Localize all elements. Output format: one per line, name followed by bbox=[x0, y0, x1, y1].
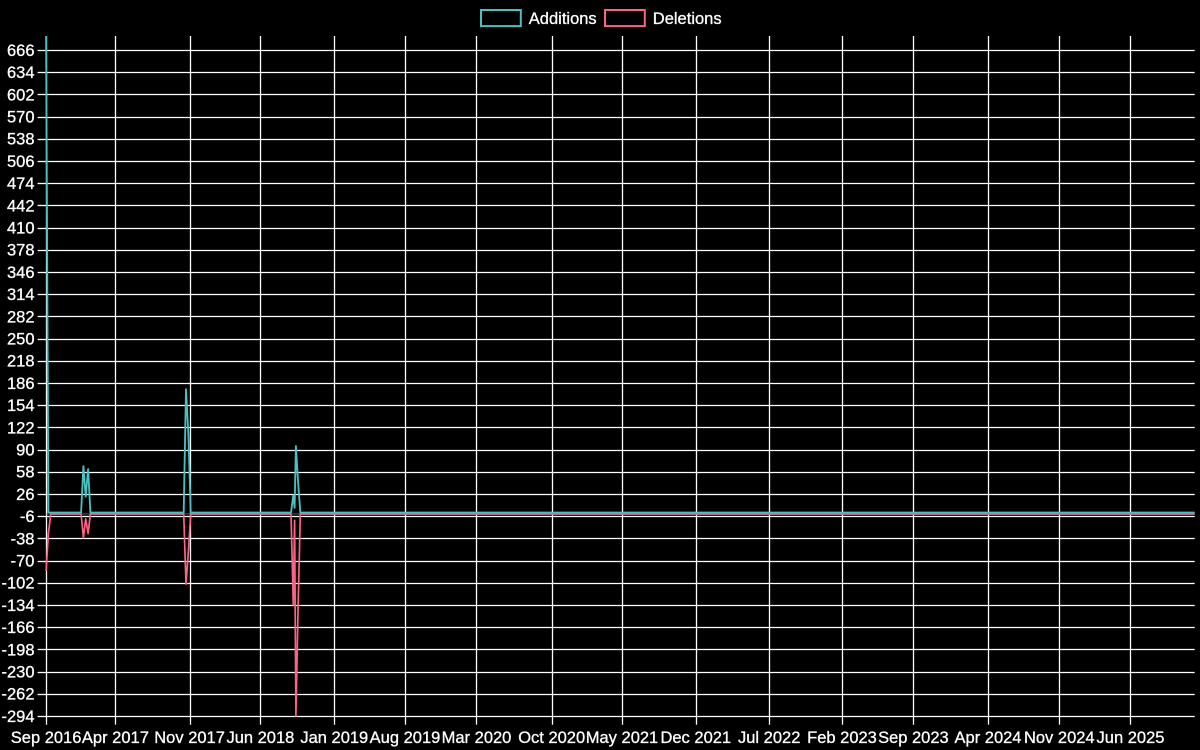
svg-text:442: 442 bbox=[7, 197, 35, 215]
svg-text:250: 250 bbox=[7, 331, 35, 349]
svg-text:Apr 2024: Apr 2024 bbox=[955, 729, 1022, 747]
svg-text:Jun 2018: Jun 2018 bbox=[226, 729, 294, 747]
svg-text:-262: -262 bbox=[1, 686, 34, 704]
svg-text:634: 634 bbox=[7, 64, 35, 82]
svg-text:-70: -70 bbox=[11, 553, 35, 571]
svg-text:-230: -230 bbox=[1, 664, 34, 682]
svg-text:218: 218 bbox=[7, 353, 35, 371]
svg-text:Jan 2019: Jan 2019 bbox=[300, 729, 368, 747]
svg-text:90: 90 bbox=[16, 442, 34, 460]
svg-text:Mar 2020: Mar 2020 bbox=[442, 729, 512, 747]
svg-text:410: 410 bbox=[7, 220, 35, 238]
svg-text:-166: -166 bbox=[1, 619, 34, 637]
svg-text:-102: -102 bbox=[1, 575, 34, 593]
svg-text:Nov 2024: Nov 2024 bbox=[1024, 729, 1095, 747]
svg-text:Sep 2016: Sep 2016 bbox=[11, 729, 82, 747]
svg-text:Aug 2019: Aug 2019 bbox=[370, 729, 441, 747]
svg-text:May 2021: May 2021 bbox=[586, 729, 658, 747]
svg-text:Jul 2022: Jul 2022 bbox=[738, 729, 800, 747]
svg-text:Jun 2025: Jun 2025 bbox=[1097, 729, 1165, 747]
svg-text:Feb 2023: Feb 2023 bbox=[807, 729, 877, 747]
svg-text:Apr 2017: Apr 2017 bbox=[82, 729, 149, 747]
svg-text:58: 58 bbox=[16, 464, 34, 482]
svg-text:154: 154 bbox=[7, 397, 35, 415]
svg-text:474: 474 bbox=[7, 175, 35, 193]
svg-text:-6: -6 bbox=[20, 508, 35, 526]
svg-text:Oct 2020: Oct 2020 bbox=[518, 729, 585, 747]
svg-text:506: 506 bbox=[7, 153, 35, 171]
svg-text:26: 26 bbox=[16, 486, 34, 504]
svg-text:Dec 2021: Dec 2021 bbox=[660, 729, 731, 747]
svg-text:Additions: Additions bbox=[529, 10, 597, 28]
svg-text:538: 538 bbox=[7, 131, 35, 149]
svg-text:346: 346 bbox=[7, 264, 35, 282]
svg-text:-38: -38 bbox=[11, 530, 35, 548]
svg-text:314: 314 bbox=[7, 286, 35, 304]
svg-text:666: 666 bbox=[7, 42, 35, 60]
svg-text:602: 602 bbox=[7, 86, 35, 104]
svg-text:Nov 2017: Nov 2017 bbox=[154, 729, 225, 747]
svg-text:282: 282 bbox=[7, 308, 35, 326]
svg-text:570: 570 bbox=[7, 109, 35, 127]
svg-text:Deletions: Deletions bbox=[653, 10, 722, 28]
svg-text:-198: -198 bbox=[1, 641, 34, 659]
svg-text:122: 122 bbox=[7, 419, 35, 437]
svg-text:-134: -134 bbox=[1, 597, 34, 615]
svg-text:Sep 2023: Sep 2023 bbox=[878, 729, 949, 747]
svg-text:378: 378 bbox=[7, 242, 35, 260]
svg-text:-294: -294 bbox=[1, 708, 34, 726]
svg-text:186: 186 bbox=[7, 375, 35, 393]
